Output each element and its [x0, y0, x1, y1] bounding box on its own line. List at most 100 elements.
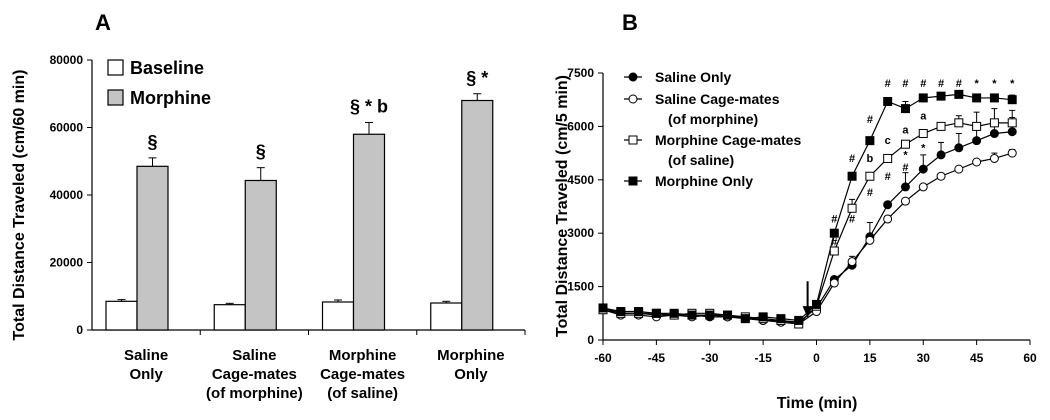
significance-annotation: # — [849, 153, 855, 165]
series-marker-3 — [758, 312, 768, 322]
series-marker-3 — [687, 310, 697, 320]
panel-b-x-tick-label: 15 — [863, 351, 877, 365]
series-marker-3 — [776, 314, 786, 324]
significance-annotation: # — [902, 78, 908, 90]
panel-a-category-label: Only — [454, 366, 488, 383]
series-marker-1 — [936, 171, 946, 181]
panel-a-category-label: Saline — [232, 347, 276, 364]
panel-a-legend: Baseline Morphine — [107, 58, 211, 108]
panel-a-y-axis-title: Total Distance Traveled (cm/60 min) — [11, 70, 28, 341]
panel-b-x-axis-title: Time (min) — [777, 395, 858, 412]
panel-a-category-label: Cage-mates — [320, 366, 405, 383]
significance-annotation: * — [921, 142, 926, 154]
series-marker-3 — [740, 314, 750, 324]
series-marker-1 — [989, 153, 999, 163]
series-marker-0 — [918, 164, 928, 174]
bar-morphine — [352, 133, 386, 331]
panel-a: A Total Distance Traveled (cm/60 min) 0 2… — [11, 10, 526, 402]
series-marker-3 — [900, 104, 910, 114]
series-marker-3 — [669, 308, 679, 318]
legend-label: (of morphine) — [668, 111, 758, 127]
series-marker-2 — [954, 118, 964, 128]
series-marker-1 — [883, 214, 893, 224]
series-marker-2 — [865, 171, 875, 181]
panel-b-x-tick-label: 45 — [970, 351, 984, 365]
panel-b-y-tick-label: 4500 — [567, 173, 594, 187]
legend-marker — [628, 135, 638, 145]
series-marker-0 — [954, 143, 964, 153]
panel-a-y-tick-label: 40000 — [50, 188, 84, 202]
series-marker-0 — [883, 200, 893, 210]
series-marker-3 — [954, 89, 964, 99]
series-marker-2 — [847, 203, 857, 213]
series-marker-3 — [829, 228, 839, 238]
significance-annotation: * — [1010, 78, 1015, 90]
series-marker-3 — [936, 91, 946, 101]
significance-annotation: § * — [466, 68, 488, 88]
series-marker-3 — [598, 303, 608, 313]
significance-annotation: b — [867, 153, 874, 165]
panel-b-x-tick-label: -15 — [754, 351, 772, 365]
legend-label: Morphine Cage-mates — [655, 132, 801, 148]
series-marker-3 — [651, 308, 661, 318]
series-marker-1 — [918, 182, 928, 192]
panel-a-y-tick-label: 60000 — [50, 121, 84, 135]
significance-annotation: # — [831, 214, 837, 226]
legend-label: Saline Only — [655, 69, 731, 85]
series-marker-3 — [918, 93, 928, 103]
panel-b-y-tick-label: 1500 — [567, 280, 594, 294]
series-marker-2 — [883, 153, 893, 163]
bar-baseline — [321, 301, 355, 331]
series-marker-2 — [900, 139, 910, 149]
series-marker-1 — [1007, 148, 1017, 158]
significance-annotation: # — [885, 171, 891, 183]
series-marker-3 — [723, 310, 733, 320]
legend-label: Morphine Only — [655, 173, 753, 189]
significance-annotation: # — [831, 237, 837, 249]
significance-annotation: * — [974, 78, 979, 90]
panel-a-category-label: Only — [129, 366, 163, 383]
series-marker-3 — [812, 299, 821, 309]
significance-annotation: # — [920, 78, 926, 90]
legend-label-morphine: Morphine — [130, 88, 211, 108]
significance-annotation: * — [903, 149, 908, 161]
series-marker-2 — [918, 129, 928, 139]
panel-a-y-tick-label: 0 — [76, 323, 83, 337]
panel-b-x-tick-label: 60 — [1023, 351, 1037, 365]
series-marker-3 — [705, 310, 715, 320]
series-marker-1 — [829, 278, 839, 288]
series-marker-1 — [972, 157, 982, 167]
bar-baseline — [213, 304, 246, 331]
series-marker-0 — [900, 182, 910, 192]
bar-morphine — [461, 99, 494, 331]
panel-a-y-tick-label: 80000 — [50, 53, 84, 67]
legend-marker — [628, 176, 638, 186]
series-marker-0 — [1007, 127, 1017, 137]
series-marker-2 — [1007, 118, 1017, 128]
panel-b-axes: 0 1500 3000 4500 6000 7500 -60 -45 -30 -15 0 15 30 45… — [567, 66, 1037, 365]
significance-annotation: § * b — [350, 96, 388, 116]
panel-a-category-label: Saline — [124, 347, 168, 364]
significance-annotation: * — [992, 78, 997, 90]
series-marker-2 — [936, 121, 946, 131]
series-marker-1 — [865, 235, 875, 245]
panel-b-x-tick-label: 0 — [813, 351, 820, 365]
panel-b-y-tick-label: 3000 — [567, 226, 594, 240]
panel-a-category-label: (of saline) — [327, 385, 398, 402]
legend-swatch-baseline — [107, 59, 124, 76]
significance-annotation: # — [867, 114, 873, 126]
legend-marker — [628, 72, 638, 82]
series-marker-3 — [989, 93, 999, 103]
series-marker-0 — [972, 136, 982, 146]
panel-b-x-tick-label: -30 — [701, 351, 719, 365]
legend-marker — [628, 94, 638, 104]
bar-morphine — [244, 179, 277, 331]
panel-b-x-tick-label: -60 — [594, 351, 612, 365]
significance-annotation: # — [938, 78, 944, 90]
significance-annotation: c — [885, 135, 891, 147]
series-marker-3 — [883, 96, 893, 106]
legend-label: Saline Cage-mates — [655, 91, 780, 107]
legend-swatch-morphine — [107, 89, 124, 106]
panel-b-legend: Saline Only Saline Cage-mates (of morphine… — [624, 69, 801, 189]
